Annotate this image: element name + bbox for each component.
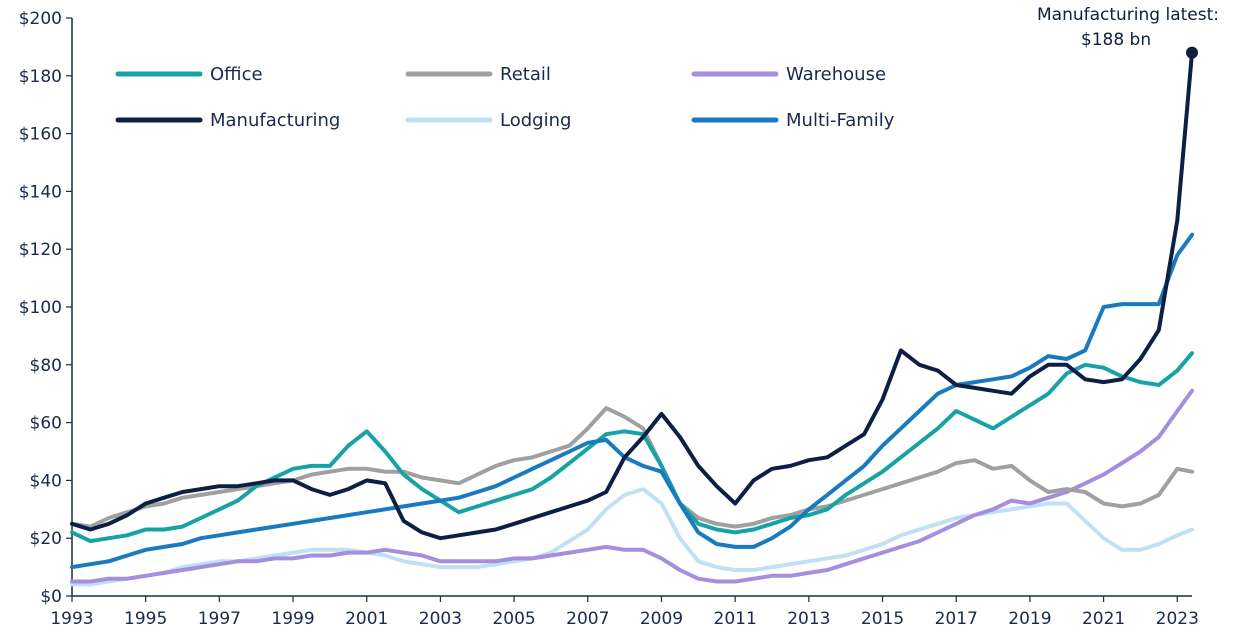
x-tick-label: 1999 xyxy=(271,609,314,629)
y-tick-label: $180 xyxy=(19,67,62,87)
annotation-line-1: Manufacturing latest: xyxy=(1037,5,1219,25)
y-tick-label: $160 xyxy=(19,125,62,145)
y-tick-label: $60 xyxy=(30,414,62,434)
x-tick-label: 2013 xyxy=(787,609,830,629)
x-tick-label: 2021 xyxy=(1082,609,1125,629)
x-tick-label: 1995 xyxy=(124,609,167,629)
x-tick-label: 2005 xyxy=(492,609,535,629)
series-line-warehouse xyxy=(70,388,1194,584)
manufacturing-annotation: Manufacturing latest: $188 bn xyxy=(1037,5,1219,50)
manufacturing-latest-marker xyxy=(1186,46,1198,59)
chart-axes: $0 $20 $40 $60 $80 $100 $120 $140 $160 $180 $200 19… xyxy=(19,9,1199,629)
legend-label-lodging: Lodging xyxy=(500,110,571,131)
x-tick-label: 2001 xyxy=(345,609,388,629)
y-tick-label: $20 xyxy=(30,529,62,549)
x-tick-label: 2015 xyxy=(861,609,904,629)
y-tick-label: $140 xyxy=(19,182,62,202)
y-tick-label: $100 xyxy=(19,298,62,318)
legend-label-retail: Retail xyxy=(500,64,551,85)
x-tick-label: 2023 xyxy=(1156,609,1199,629)
legend-label-warehouse: Warehouse xyxy=(786,64,886,85)
legend-label-office: Office xyxy=(210,64,263,85)
x-tick-label: 1993 xyxy=(50,609,93,629)
x-tick-label: 2007 xyxy=(566,609,609,629)
chart-legend: Office Retail Warehouse Manufacturing Lodgin… xyxy=(115,64,895,131)
series-line-lodging xyxy=(70,487,1194,587)
x-tick-label: 2003 xyxy=(419,609,462,629)
y-tick-label: $120 xyxy=(19,240,62,260)
x-tick-label: 2011 xyxy=(714,609,757,629)
y-tick-label: $80 xyxy=(30,356,62,376)
legend-label-manufacturing: Manufacturing xyxy=(210,110,340,131)
series-line-multi-family xyxy=(70,232,1194,570)
series-lines xyxy=(70,46,1198,587)
annotation-line-2: $188 bn xyxy=(1081,30,1151,50)
x-tick-label: 2009 xyxy=(640,609,683,629)
y-tick-label: $40 xyxy=(30,471,62,491)
x-tick-label: 1997 xyxy=(198,609,241,629)
y-tick-label: $0 xyxy=(40,587,62,607)
legend-label-multi-family: Multi-Family xyxy=(786,110,895,131)
x-tick-label: 2019 xyxy=(1008,609,1051,629)
y-tick-label: $200 xyxy=(19,9,62,29)
series-line-manufacturing xyxy=(70,50,1194,541)
x-tick-label: 2017 xyxy=(935,609,978,629)
